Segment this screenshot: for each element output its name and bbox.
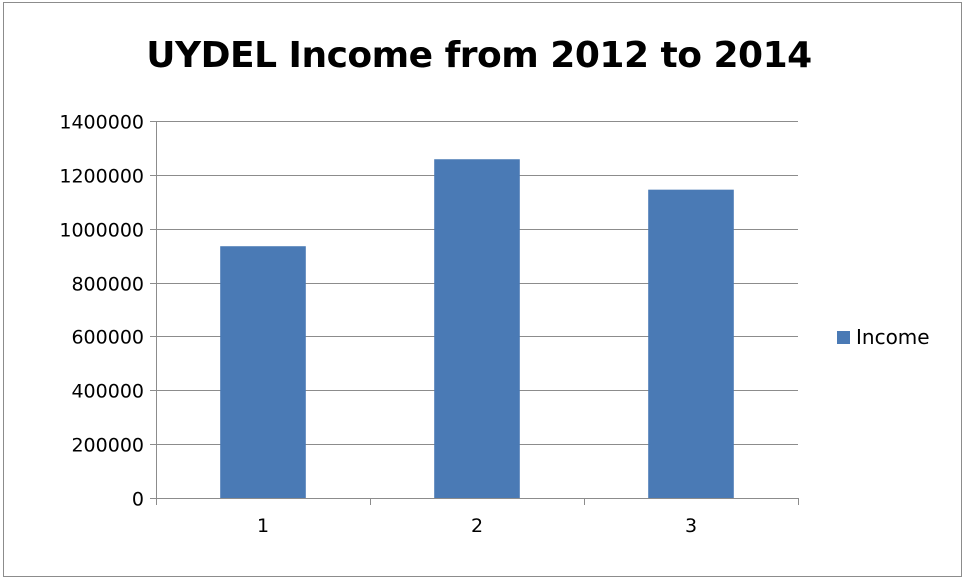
y-tick-label: 1200000 xyxy=(59,166,144,188)
legend: Income xyxy=(837,325,930,349)
bar-3 xyxy=(648,190,734,498)
x-tick-label: 3 xyxy=(685,515,697,537)
y-tick-label: 0 xyxy=(132,489,144,511)
y-tick-label: 1000000 xyxy=(59,220,144,242)
x-tick-label: 1 xyxy=(257,515,269,537)
x-tick-label: 2 xyxy=(471,515,483,537)
y-tick-label: 800000 xyxy=(71,274,144,296)
bar-1 xyxy=(220,246,306,498)
plot-area: 0 200000 400000 600000 800000 1000000 1200000 1… xyxy=(4,3,961,576)
chart-area: UYDEL Income from 2012 to 2014 0 200000 40… xyxy=(3,2,962,577)
bar-2 xyxy=(434,159,520,498)
y-tick-label: 1400000 xyxy=(59,112,144,134)
y-tick-label: 400000 xyxy=(71,381,144,403)
legend-swatch-income xyxy=(837,331,850,344)
legend-label-income: Income xyxy=(856,325,930,349)
y-tick-label: 600000 xyxy=(71,327,144,349)
y-tick-label: 200000 xyxy=(71,435,144,457)
